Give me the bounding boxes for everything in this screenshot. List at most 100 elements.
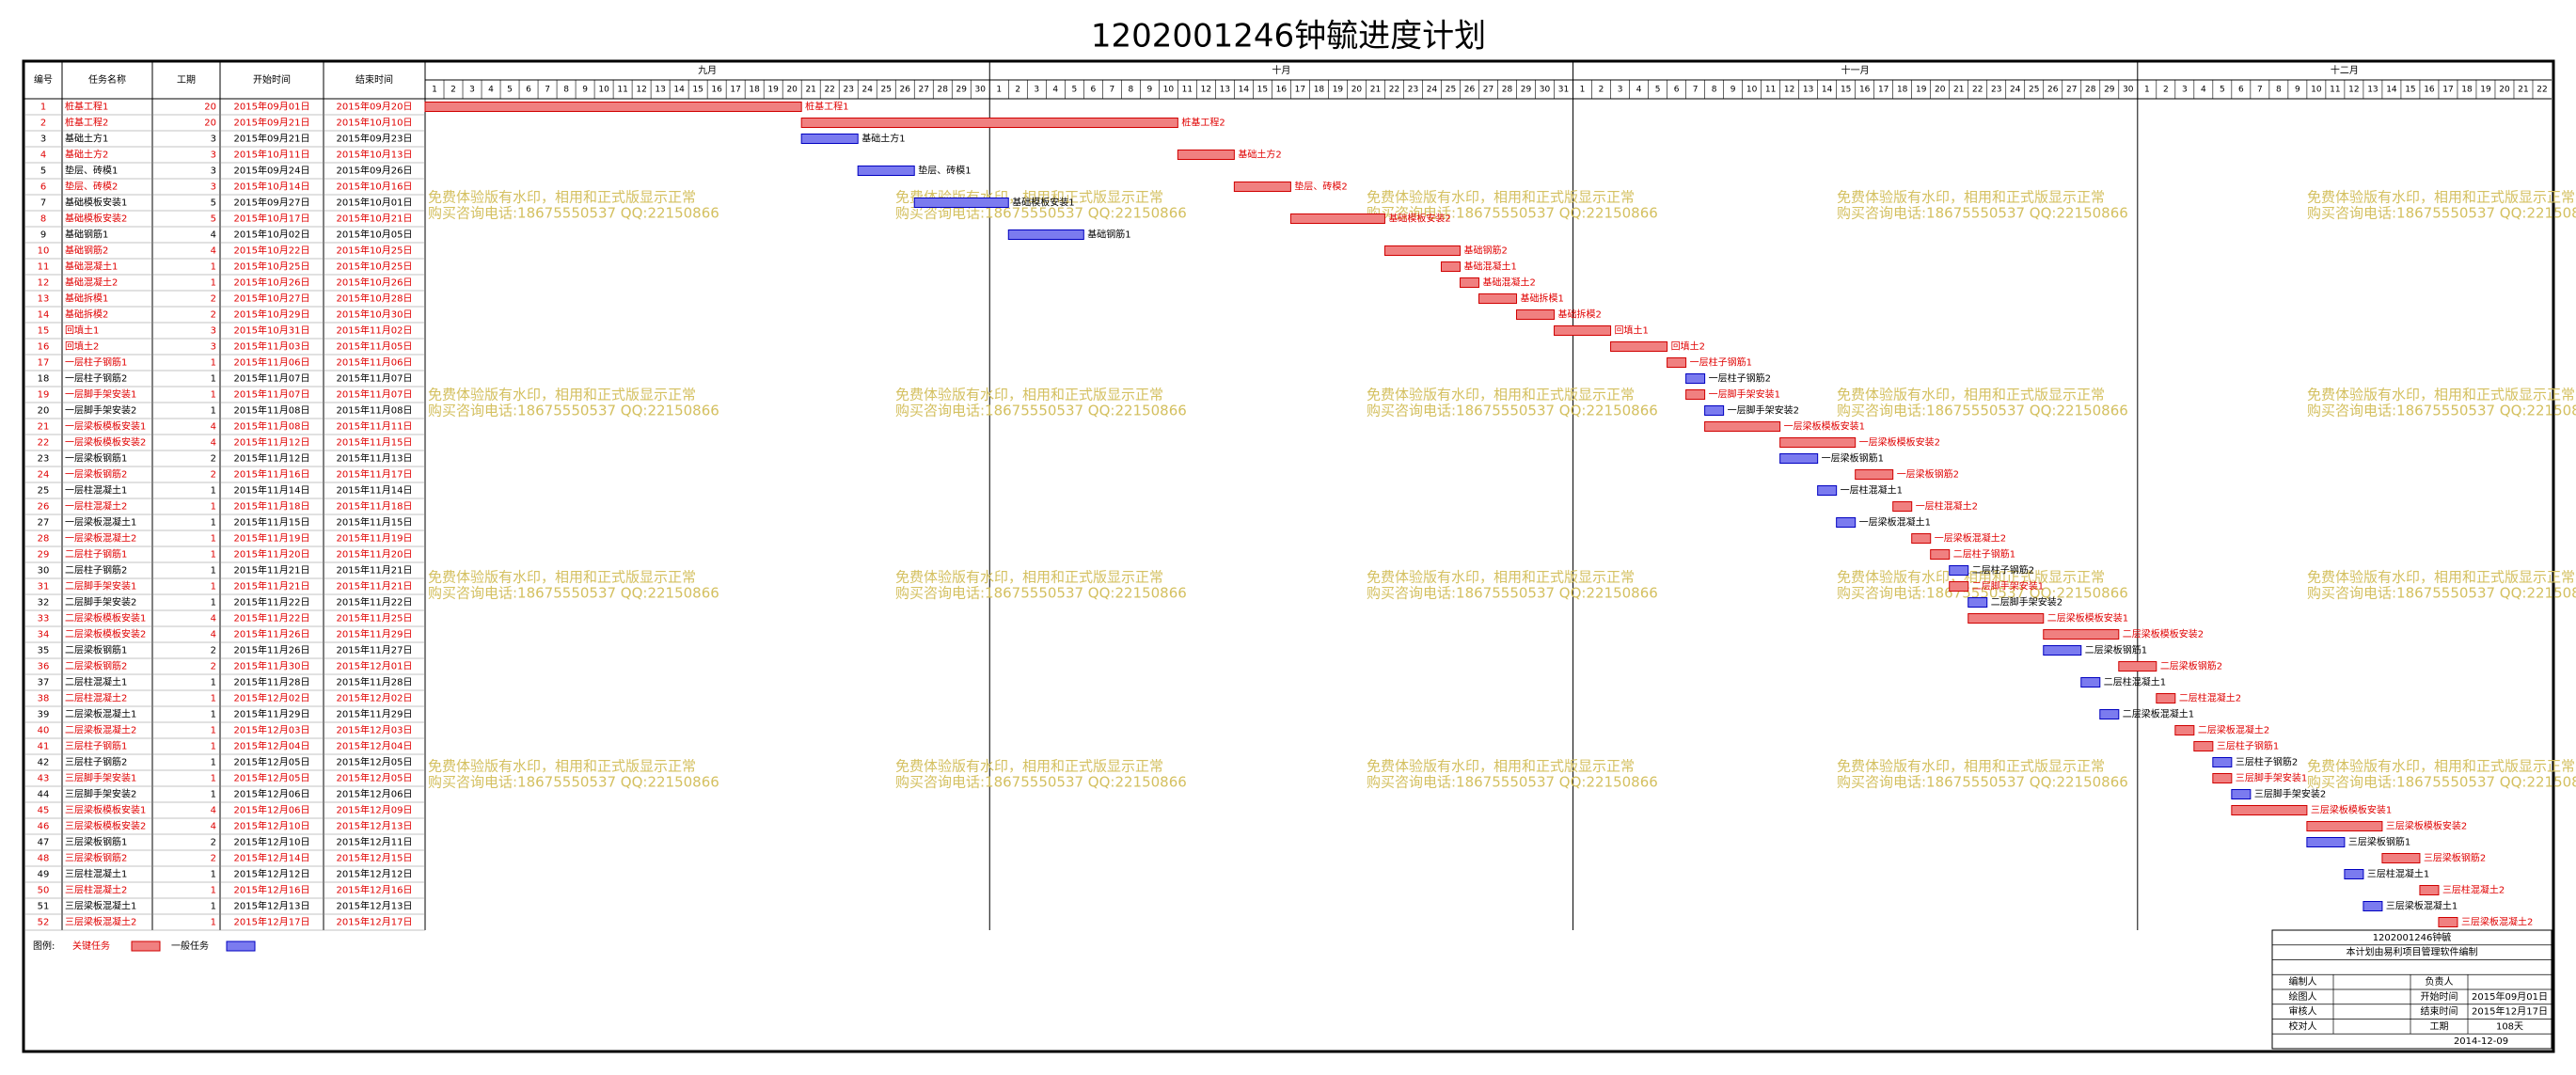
watermark: 免费体验版有水印，相用和正式版显示正常 — [1837, 569, 2105, 586]
column-header: 开始时间 — [253, 73, 291, 86]
day-label: 20 — [1935, 86, 1946, 95]
cell-duration: 2 — [211, 646, 216, 656]
task-bar — [2212, 773, 2233, 783]
cell-duration: 2 — [211, 662, 216, 672]
cell-end: 2015年11月28日 — [337, 676, 413, 688]
bar-label: 三层梁板模板安装1 — [2311, 804, 2392, 816]
cell-end: 2015年10月25日 — [337, 245, 413, 257]
cell-duration: 2 — [211, 310, 216, 321]
cell-name: 三层梁板混凝土1 — [65, 900, 136, 912]
cell-id: 32 — [38, 598, 50, 609]
cell-name: 基础拆模2 — [65, 308, 108, 321]
cell-start: 2015年12月10日 — [234, 836, 310, 848]
cell-id: 43 — [38, 774, 50, 784]
cell-id: 29 — [38, 550, 50, 561]
task-bar — [1968, 613, 2045, 624]
cell-id: 38 — [38, 694, 50, 704]
task-bar — [1685, 373, 1706, 384]
bar-label: 一层柱混凝土1 — [1841, 484, 1903, 497]
bar-label: 一层梁板混凝土2 — [1935, 532, 2006, 545]
task-bar — [2156, 693, 2176, 703]
day-label: 9 — [2295, 86, 2300, 95]
day-label: 19 — [767, 86, 779, 95]
cell-duration: 3 — [211, 326, 216, 337]
bar-label: 三层梁板钢筋2 — [2424, 852, 2486, 864]
task-bar — [1779, 453, 1819, 464]
info-label: 开始时间 — [2421, 990, 2458, 1003]
cell-id: 25 — [38, 486, 50, 497]
cell-name: 二层脚手架安装2 — [65, 596, 136, 609]
cell-duration: 2 — [211, 454, 216, 465]
cell-name: 垫层、砖模1 — [65, 165, 118, 177]
cell-name: 二层柱子钢筋1 — [65, 548, 127, 561]
cell-id: 9 — [40, 230, 46, 241]
cell-end: 2015年11月13日 — [337, 452, 413, 465]
cell-id: 50 — [38, 886, 50, 896]
watermark: 免费体验版有水印，相用和正式版显示正常 — [895, 387, 1163, 403]
legend-normal: 一般任务 — [171, 940, 209, 952]
day-label: 26 — [2047, 86, 2059, 95]
day-label: 14 — [673, 86, 685, 95]
cell-start: 2015年12月12日 — [234, 868, 310, 880]
cell-name: 三层梁板混凝土2 — [65, 916, 136, 928]
cell-start: 2015年12月16日 — [234, 884, 310, 896]
cell-duration: 20 — [204, 119, 216, 129]
task-bar — [1968, 597, 1988, 608]
cell-name: 基础土方1 — [65, 133, 108, 145]
cell-duration: 1 — [211, 742, 216, 752]
task-bar — [1855, 469, 1894, 480]
bar-label: 基础钢筋2 — [1463, 245, 1507, 257]
cell-id: 5 — [40, 166, 46, 177]
watermark: 购买咨询电话:18675550537 QQ:22150866 — [1837, 403, 2128, 419]
cell-end: 2015年11月27日 — [337, 644, 413, 656]
cell-end: 2015年11月20日 — [337, 548, 413, 561]
bar-label: 一层柱混凝土2 — [1916, 500, 1978, 513]
cell-end: 2015年12月15日 — [337, 852, 413, 864]
task-bar — [800, 134, 859, 144]
bar-label: 二层梁板混凝土2 — [2198, 724, 2269, 736]
bar-label: 垫层、砖模2 — [1294, 181, 1347, 193]
cell-name: 三层梁板钢筋1 — [65, 836, 127, 848]
cell-duration: 1 — [211, 918, 216, 928]
bar-label: 一层脚手架安装1 — [1709, 388, 1780, 401]
cell-end: 2015年11月14日 — [337, 484, 413, 497]
day-label: 6 — [2238, 86, 2244, 95]
cell-duration: 3 — [211, 166, 216, 177]
day-label: 25 — [1446, 86, 1456, 95]
column-header: 工期 — [177, 74, 196, 86]
day-label: 21 — [805, 86, 815, 95]
cell-duration: 1 — [211, 374, 216, 385]
cell-name: 回填土2 — [65, 340, 99, 353]
bar-label: 二层脚手架安装2 — [1991, 596, 2062, 609]
task-bar — [2306, 837, 2346, 847]
day-label: 24 — [861, 86, 873, 95]
cell-id: 35 — [38, 646, 50, 656]
cell-name: 二层梁板钢筋1 — [65, 644, 127, 656]
task-bar — [1177, 150, 1235, 160]
day-label: 16 — [1859, 86, 1871, 95]
bar-label: 基础钢筋1 — [1087, 229, 1130, 241]
bar-label: 基础土方1 — [861, 133, 905, 145]
cell-start: 2015年11月15日 — [234, 516, 310, 529]
cell-end: 2015年11月05日 — [337, 340, 413, 353]
cell-id: 39 — [38, 710, 50, 720]
bar-label: 二层梁板钢筋2 — [2160, 660, 2222, 672]
cell-start: 2015年11月20日 — [234, 548, 310, 561]
cell-end: 2015年12月03日 — [337, 724, 413, 736]
cell-name: 一层梁板模板安装1 — [65, 420, 146, 433]
cell-name: 一层梁板混凝土1 — [65, 516, 136, 529]
cell-id: 21 — [38, 422, 50, 433]
cell-name: 二层柱混凝土1 — [65, 676, 127, 688]
day-label: 10 — [598, 86, 609, 95]
cell-end: 2015年11月07日 — [337, 372, 413, 385]
cell-start: 2015年12月05日 — [234, 756, 310, 768]
day-label: 13 — [1220, 86, 1230, 95]
cell-duration: 1 — [211, 582, 216, 593]
bar-label: 三层脚手架安装2 — [2254, 788, 2326, 800]
cell-end: 2015年11月07日 — [337, 388, 413, 401]
day-label: 9 — [582, 86, 588, 95]
day-label: 3 — [1034, 86, 1039, 95]
cell-start: 2015年10月31日 — [234, 324, 310, 337]
day-label: 12 — [1201, 86, 1211, 95]
cell-start: 2015年10月11日 — [234, 149, 310, 161]
